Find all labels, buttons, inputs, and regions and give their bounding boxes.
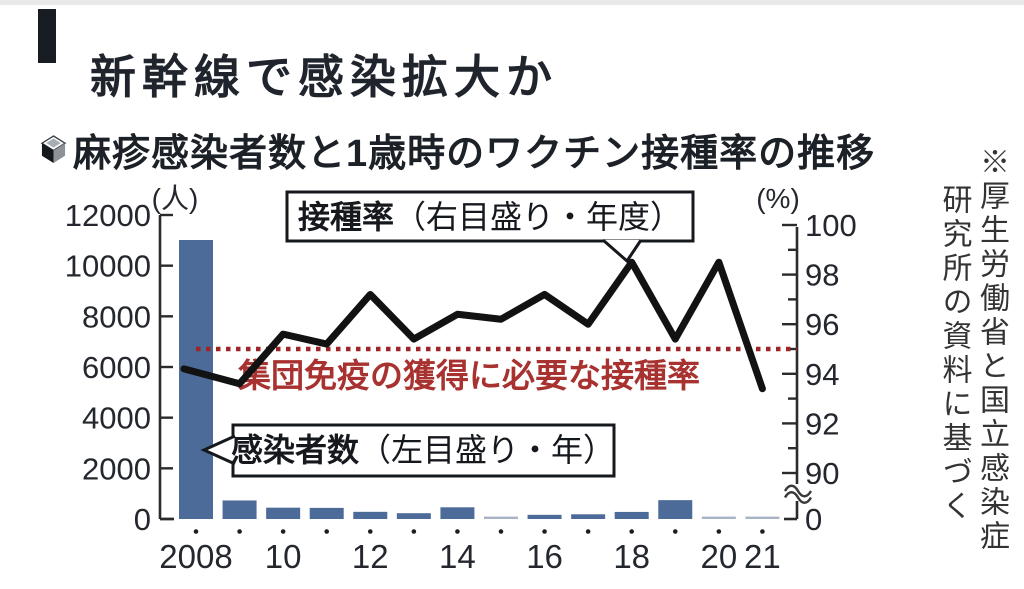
bar-callout-text: 感染者数（左目盛り・年）: [231, 432, 615, 468]
bar-2020: [701, 516, 736, 519]
bar-2008: [179, 240, 213, 519]
right-axis-tick-label: 92: [805, 406, 839, 441]
cube-icon: [40, 135, 67, 163]
x-tick-dot: [324, 529, 330, 534]
bar-2015: [483, 516, 518, 519]
right-axis-unit: (%): [756, 183, 800, 214]
left-axis-tick-label: 12000: [65, 198, 151, 233]
source-note-line-1: ※厚生労働省と国立感染症: [975, 146, 1008, 554]
left-axis-tick-label: 2000: [82, 451, 151, 486]
x-tick-label: 14: [439, 538, 476, 575]
x-tick-dot: [193, 529, 199, 534]
x-tick-dot: [367, 529, 373, 534]
right-axis-tick-label: 98: [805, 258, 839, 293]
right-axis-tick-label: 94: [805, 357, 839, 392]
bar-2012: [353, 511, 388, 519]
x-tick-dot: [585, 529, 591, 534]
source-note: ※厚生労働省と国立感染症 研究所の資料に基づく: [922, 146, 1010, 586]
line-callout-bubble: 接種率（右目盛り・年度）: [285, 190, 695, 264]
left-axis-tick-label: 4000: [82, 401, 151, 436]
bar-2016: [527, 514, 562, 519]
bar-2011: [309, 507, 344, 519]
vaccination-rate-line: [180, 258, 766, 393]
right-axis-tick-label: 96: [805, 307, 839, 342]
x-tick-dot: [455, 529, 460, 534]
bar-callout-rest: （左目盛り・年）: [359, 432, 615, 468]
x-tick-dot: [498, 529, 504, 534]
bar-callout-bold: 感染者数: [231, 432, 360, 468]
bar-2009: [222, 500, 257, 519]
page-top-strip: [0, 0, 1024, 5]
x-tick-dot: [716, 529, 722, 534]
bars-layer: [179, 240, 780, 519]
left-axis-tick-label: 6000: [82, 350, 151, 385]
left-axis-tick-label: 0: [134, 502, 151, 537]
x-tick-label: 10: [265, 538, 302, 575]
source-note-line-2: 研究所の資料に基づく: [937, 184, 971, 524]
line-callout-text: 接種率（右目盛り・年度）: [298, 199, 682, 235]
x-tick-dot: [280, 529, 286, 534]
x-tick-dot: [542, 529, 547, 534]
bar-callout-bubble: 感染者数（左目盛り・年）: [200, 423, 616, 478]
axis-break-icon: [781, 484, 817, 504]
line-callout-rest: （右目盛り・年度）: [394, 199, 682, 235]
bar-2010: [266, 507, 301, 519]
left-axis-unit: (人): [152, 183, 199, 214]
bar-2018: [614, 511, 649, 519]
right-axis-zero-label: 0: [805, 502, 822, 537]
vaccination-line-layer: [180, 258, 766, 393]
bar-2017: [571, 514, 606, 519]
right-axis-tick-label: 100: [805, 208, 857, 243]
x-tick-dot: [629, 529, 634, 534]
bar-2021: [745, 516, 780, 519]
x-axis-labels-layer: 2008 10 12 14 16 18 20 21: [159, 529, 781, 575]
x-tick-label: 2008: [159, 538, 232, 575]
x-tick-label: 21: [744, 538, 781, 575]
chart-title-row: 麻疹感染者数と1歳時のワクチン接種率の推移: [40, 122, 875, 177]
x-tick-label: 20: [700, 538, 737, 575]
left-axis-tick-label: 8000: [82, 299, 151, 334]
x-tick-label: 18: [613, 538, 650, 575]
bar-2013: [396, 513, 431, 519]
line-callout-bold: 接種率: [298, 199, 394, 235]
x-tick-label: 12: [352, 538, 389, 575]
bar-2019: [658, 500, 693, 519]
threshold-label: 集団免疫の獲得に必要な接種率: [237, 357, 700, 394]
x-tick-dot: [411, 529, 417, 534]
left-axis-tick-label: 10000: [65, 249, 151, 284]
x-tick-dot: [760, 529, 765, 534]
headline-accent-bar: [38, 9, 56, 63]
bar-2014: [440, 507, 475, 519]
chart-title: 麻疹感染者数と1歳時のワクチン接種率の推移: [73, 133, 876, 175]
x-tick-dot: [672, 529, 678, 534]
x-tick-label: 16: [526, 538, 563, 575]
x-tick-dot: [237, 529, 242, 534]
page-title: 新幹線で感染拡大か: [90, 50, 558, 103]
